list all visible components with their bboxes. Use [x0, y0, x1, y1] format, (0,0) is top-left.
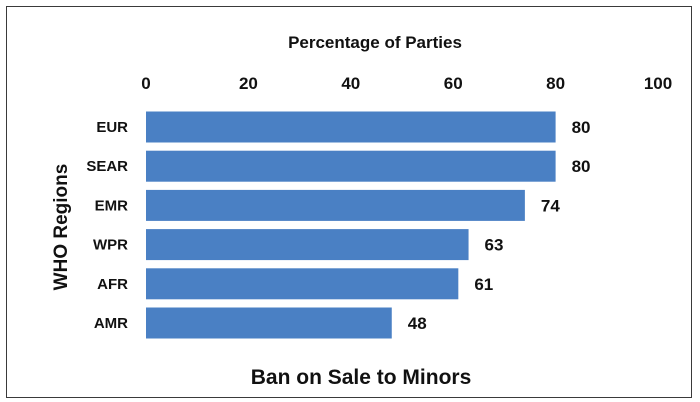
x-tick-label: 80 [546, 74, 565, 93]
bar-wpr [146, 229, 469, 261]
data-labels: 80 80 74 63 61 48 [408, 118, 591, 333]
x-axis-ticks: 0 20 40 60 80 100 [141, 74, 672, 93]
category-labels: EUR SEAR EMR WPR AFR AMR [86, 119, 128, 332]
bars [146, 111, 556, 339]
category-label: EUR [96, 119, 128, 136]
bar-amr [146, 307, 392, 339]
data-label: 63 [485, 236, 504, 255]
bar-eur [146, 111, 556, 143]
x-tick-label: 60 [444, 74, 463, 93]
category-label: AFR [97, 276, 128, 293]
bar-emr [146, 189, 525, 221]
category-label: AMR [94, 315, 128, 332]
x-tick-label: 0 [141, 74, 150, 93]
x-axis-title: Percentage of Parties [288, 33, 462, 52]
data-label: 80 [572, 157, 591, 176]
bar-afr [146, 268, 459, 300]
bar-sear [146, 150, 556, 182]
y-axis-title: WHO Regions [51, 164, 72, 291]
data-label: 61 [474, 275, 493, 294]
x-tick-label: 40 [341, 74, 360, 93]
x-tick-label: 20 [239, 74, 258, 93]
data-label: 48 [408, 314, 427, 333]
category-label: WPR [93, 237, 128, 254]
chart-title: Ban on Sale to Minors [251, 366, 472, 389]
data-label: 80 [572, 118, 591, 137]
category-label: SEAR [86, 158, 128, 175]
data-label: 74 [541, 196, 560, 215]
category-label: EMR [95, 197, 129, 214]
x-tick-label: 100 [644, 74, 672, 93]
